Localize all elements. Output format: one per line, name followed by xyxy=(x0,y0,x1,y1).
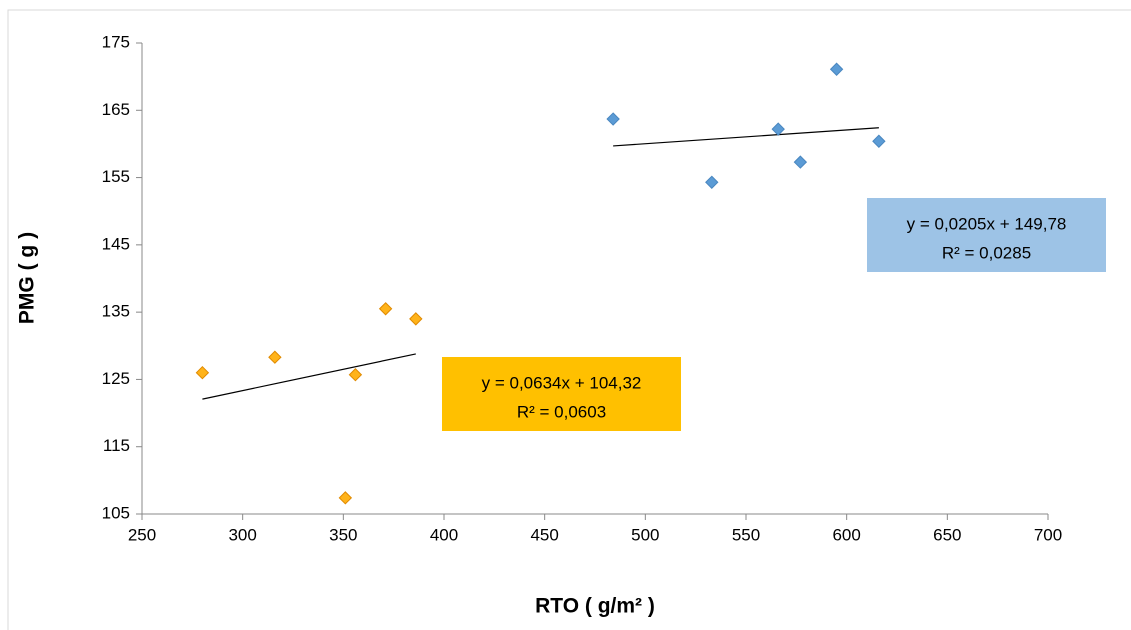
equation-label: y = 0,0205x + 149,78 xyxy=(907,214,1067,233)
y-tick-label: 105 xyxy=(102,503,130,522)
point xyxy=(338,491,353,505)
point xyxy=(268,350,282,364)
point xyxy=(378,302,393,316)
x-tick-label: 700 xyxy=(1034,525,1062,544)
equation-label: y = 0,0634x + 104,32 xyxy=(482,373,642,392)
point xyxy=(606,112,620,126)
y-tick-label: 135 xyxy=(102,302,130,321)
y-tick-label: 155 xyxy=(102,167,130,186)
point xyxy=(872,134,886,148)
point xyxy=(409,312,423,326)
point xyxy=(705,175,719,189)
x-tick-label: 450 xyxy=(530,525,558,544)
r2-label: R² = 0,0285 xyxy=(942,243,1031,262)
point xyxy=(829,62,844,76)
equation-box xyxy=(867,198,1106,272)
x-axis-title: RTO ( g/m² ) xyxy=(535,595,655,618)
x-tick-label: 600 xyxy=(832,525,860,544)
x-tick-label: 650 xyxy=(933,525,961,544)
y-tick-label: 115 xyxy=(103,436,130,455)
x-tick-label: 300 xyxy=(228,525,256,544)
point xyxy=(348,368,363,382)
point xyxy=(195,365,210,380)
y-tick-label: 165 xyxy=(102,100,130,119)
x-tick-label: 500 xyxy=(631,525,659,544)
point xyxy=(771,122,785,136)
x-tick-label: 400 xyxy=(430,525,458,544)
x-tick-label: 550 xyxy=(732,525,760,544)
y-axis-title: PMG ( g ) xyxy=(16,232,39,324)
equation-box xyxy=(442,357,681,431)
y-tick-label: 175 xyxy=(102,32,130,51)
r2-label: R² = 0,0603 xyxy=(517,402,606,421)
chart-frame xyxy=(7,9,1131,630)
point xyxy=(793,155,808,169)
y-tick-label: 145 xyxy=(102,234,130,253)
x-tick-label: 250 xyxy=(128,525,156,544)
trendline xyxy=(613,127,879,147)
y-tick-label: 125 xyxy=(102,369,130,388)
x-tick-label: 350 xyxy=(329,525,357,544)
trendline xyxy=(202,353,416,400)
